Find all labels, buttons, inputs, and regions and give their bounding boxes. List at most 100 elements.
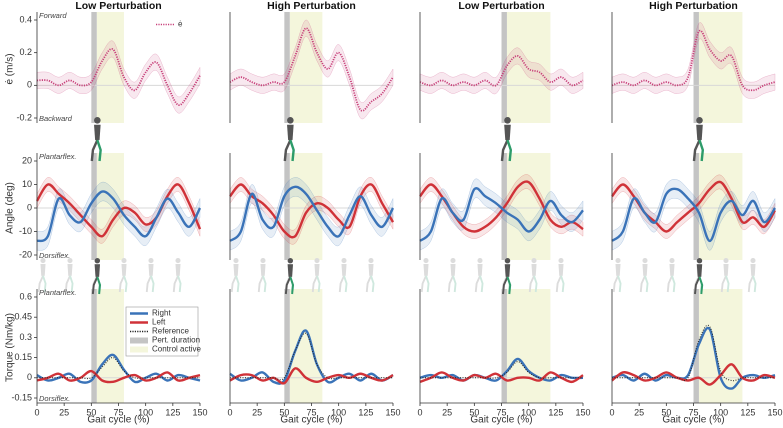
walker-leg: [42, 275, 47, 293]
walker-leg: [533, 275, 538, 293]
walker-body: [696, 264, 703, 277]
walker-leg: [420, 275, 427, 293]
walker-leg: [96, 139, 102, 162]
y-tick-label: 10: [22, 179, 32, 189]
walker-body: [175, 263, 181, 276]
walker-leg: [474, 275, 481, 293]
control-span: [289, 12, 323, 123]
pert-span: [91, 12, 97, 123]
x-axis-label: Gait cycle (%): [662, 415, 724, 426]
walker-body: [696, 124, 703, 141]
y-axis-label: Torque (Nm/kg): [5, 313, 16, 382]
walker-icon: [257, 258, 267, 293]
walker-leg: [502, 276, 509, 295]
walker-head: [94, 117, 101, 124]
walker-body: [504, 264, 511, 277]
control-span: [96, 12, 124, 123]
walker-leg: [747, 275, 754, 293]
x-axis-label: Gait cycle (%): [87, 415, 149, 426]
walker-head: [669, 258, 675, 264]
walker-icon: [91, 258, 102, 295]
y-tick-label: 0.4: [19, 14, 32, 24]
walker-body: [504, 124, 511, 141]
walker-leg: [528, 275, 535, 293]
walker-leg: [257, 275, 264, 293]
walker-head: [450, 258, 456, 264]
walker-body: [233, 263, 239, 276]
walker-icon: [500, 117, 513, 162]
annotation: Dorsiflex.: [39, 251, 70, 260]
walker-leg: [720, 275, 727, 293]
walker-body: [531, 263, 537, 276]
walker-icon: [338, 258, 348, 293]
walker-leg: [698, 276, 704, 295]
annotation: Plantarflex.: [39, 288, 77, 297]
walker-icon: [447, 258, 457, 293]
x-tick-label: 50: [661, 407, 671, 417]
x-tick-label: 100: [138, 407, 153, 417]
walker-body: [450, 263, 456, 276]
walker-head: [615, 258, 621, 264]
walker-body: [287, 264, 294, 277]
pert-span: [501, 12, 507, 123]
series-line: [611, 187, 777, 243]
walker-body: [94, 124, 101, 141]
walker-icon: [145, 258, 155, 293]
walker-head: [287, 258, 294, 264]
pert-span: [284, 153, 290, 260]
walker-leg: [500, 139, 509, 162]
x-tick-label: 125: [740, 407, 755, 417]
walker-body: [314, 263, 320, 276]
legend-label: ė: [178, 20, 183, 29]
y-tick-label: -20: [19, 249, 32, 259]
walker-icon: [365, 258, 375, 293]
walker-head: [477, 258, 483, 264]
walker-leg: [172, 275, 179, 293]
walker-body: [260, 263, 266, 276]
walker-body: [723, 263, 729, 276]
series-line: [36, 190, 202, 243]
annotation: Dorsiflex.: [39, 394, 70, 403]
walker-head: [175, 258, 181, 264]
walker-head: [504, 258, 511, 264]
annotation: Forward: [39, 11, 67, 20]
walker-leg: [692, 139, 701, 162]
y-tick-label: 20: [22, 155, 32, 165]
y-axis-label: Angle (deg): [5, 182, 16, 234]
y-tick-label: 0.6: [19, 291, 32, 301]
walker-icon: [747, 258, 757, 293]
walker-leg: [338, 275, 345, 293]
walker-icon: [555, 258, 565, 293]
series-line: [229, 185, 395, 242]
walker-leg: [617, 275, 622, 293]
walker-head: [67, 258, 73, 264]
walker-icon: [311, 258, 321, 293]
sd-band: [611, 179, 776, 251]
walker-leg: [694, 276, 701, 295]
x-tick-label: 50: [279, 407, 289, 417]
control-span: [506, 12, 551, 123]
walker-leg: [506, 139, 513, 162]
walker-body: [40, 263, 46, 276]
walker-icon: [37, 258, 47, 293]
x-axis-label: Gait cycle (%): [470, 415, 532, 426]
legend-label: Reference: [152, 327, 189, 336]
walker-leg: [235, 275, 240, 293]
control-span: [289, 153, 323, 260]
annotation: Plantarflex.: [39, 152, 77, 161]
walker-leg: [69, 275, 74, 293]
pert-span: [91, 289, 97, 403]
series-line: [611, 363, 776, 386]
legend-swatch: [130, 337, 148, 344]
sd-band: [36, 40, 201, 114]
sd-band: [36, 177, 201, 244]
pert-span: [501, 289, 507, 403]
walker-leg: [506, 276, 512, 295]
x-tick-label: 75: [496, 407, 506, 417]
walker-head: [642, 258, 648, 264]
walker-leg: [639, 275, 646, 293]
walker-icon: [720, 258, 730, 293]
walker-icon: [283, 117, 295, 162]
walker-body: [669, 263, 675, 276]
series-line: [229, 329, 394, 385]
